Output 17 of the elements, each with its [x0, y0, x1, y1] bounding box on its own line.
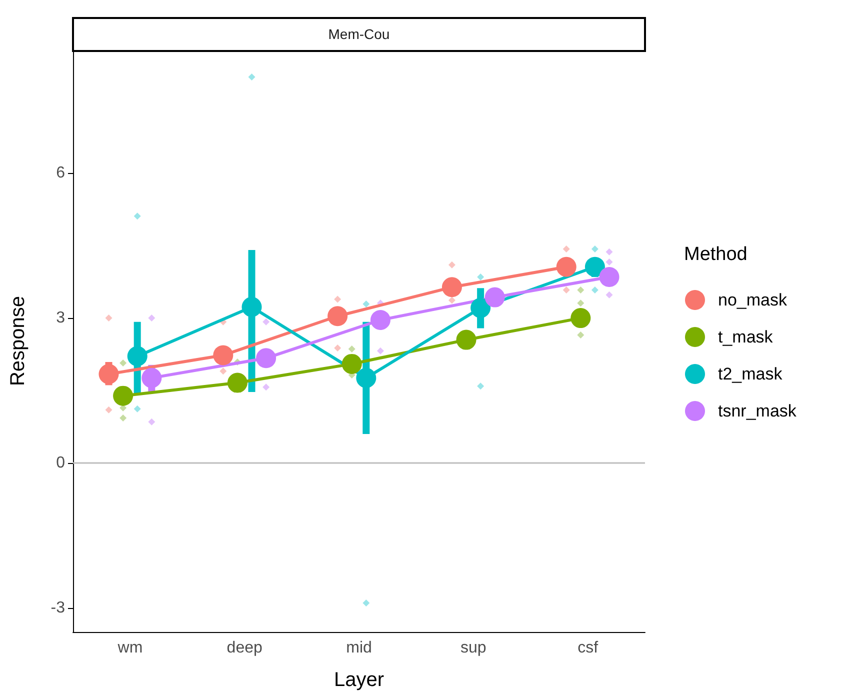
x-tick-label: csf	[578, 640, 599, 656]
x-tick-label: wm	[116, 640, 143, 656]
legend-title: Method	[684, 244, 748, 266]
legend-label: t2_mask	[718, 364, 783, 384]
x-tick-label: deep	[226, 640, 262, 656]
y-axis-title: Response	[7, 296, 29, 386]
legend-label: tsnr_mask	[718, 402, 797, 420]
legend-label: t_mask	[718, 328, 774, 346]
y-tick-label: 3	[56, 310, 66, 327]
legend-label: no_mask	[718, 290, 788, 310]
y-tick-label: 0	[56, 454, 66, 472]
chart-title: Mem-Cou	[72, 17, 646, 52]
x-tick-label: mid	[346, 640, 372, 656]
x-tick-label: sup	[460, 640, 486, 656]
y-tick-label: 6	[56, 164, 66, 182]
x-axis-title: Layer	[334, 669, 384, 691]
y-tick-label: -3	[50, 599, 66, 616]
